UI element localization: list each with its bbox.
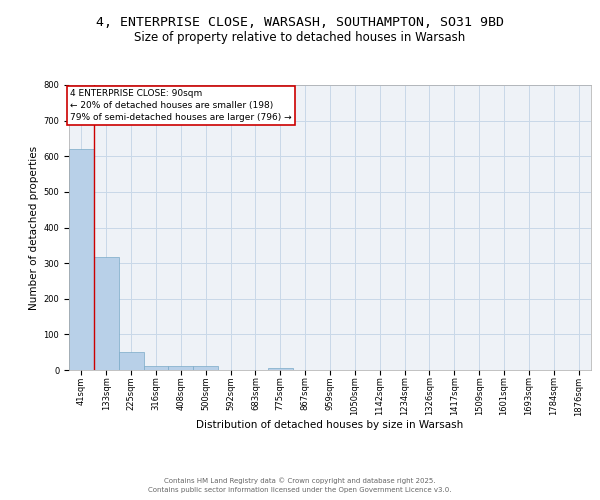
Bar [69, 149, 94, 370]
Bar [143, 366, 169, 370]
Text: 4 ENTERPRISE CLOSE: 90sqm
← 20% of detached houses are smaller (198)
79% of semi: 4 ENTERPRISE CLOSE: 90sqm ← 20% of detac… [70, 90, 292, 122]
Text: Size of property relative to detached houses in Warsash: Size of property relative to detached ho… [134, 31, 466, 44]
Bar [119, 352, 143, 370]
Bar [268, 368, 293, 370]
Bar [169, 366, 193, 370]
Text: 4, ENTERPRISE CLOSE, WARSASH, SOUTHAMPTON, SO31 9BD: 4, ENTERPRISE CLOSE, WARSASH, SOUTHAMPTO… [96, 16, 504, 29]
Y-axis label: Number of detached properties: Number of detached properties [29, 146, 39, 310]
X-axis label: Distribution of detached houses by size in Warsash: Distribution of detached houses by size … [196, 420, 464, 430]
Bar [193, 366, 218, 370]
Text: Contains public sector information licensed under the Open Government Licence v3: Contains public sector information licen… [148, 487, 452, 493]
Text: Contains HM Land Registry data © Crown copyright and database right 2025.: Contains HM Land Registry data © Crown c… [164, 478, 436, 484]
Bar [94, 256, 119, 370]
